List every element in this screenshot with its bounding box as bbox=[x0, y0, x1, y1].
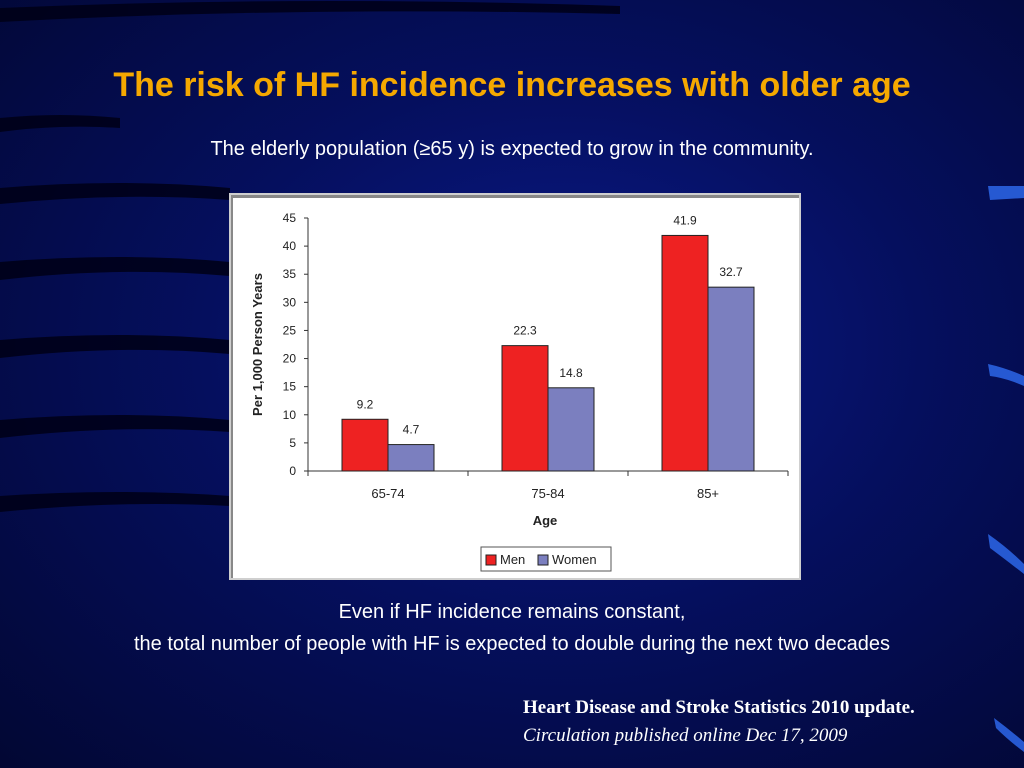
y-tick-label: 35 bbox=[283, 267, 297, 281]
data-label: 41.9 bbox=[673, 213, 697, 227]
x-axis-title: Age bbox=[533, 513, 558, 528]
y-tick-label: 25 bbox=[283, 323, 297, 337]
y-tick-label: 40 bbox=[283, 239, 297, 253]
legend-swatch-men bbox=[485, 554, 497, 566]
bar-women-85+ bbox=[707, 286, 755, 472]
data-label: 32.7 bbox=[719, 265, 743, 279]
note-line-1: Even if HF incidence remains constant, bbox=[338, 601, 686, 623]
bar-women-75-84 bbox=[547, 387, 595, 472]
y-tick-label: 15 bbox=[283, 380, 297, 394]
legend-label-men: Men bbox=[500, 552, 525, 567]
slide-title: The risk of HF incidence increases with … bbox=[113, 66, 911, 104]
x-tick-label: 75-84 bbox=[531, 486, 564, 501]
y-tick-label: 30 bbox=[283, 295, 297, 309]
reference-source: Circulation published online Dec 17, 200… bbox=[523, 725, 848, 746]
legend-label-women: Women bbox=[552, 552, 597, 567]
bar-men-85+ bbox=[661, 234, 709, 472]
x-tick-label: 85+ bbox=[697, 486, 719, 501]
y-tick-label: 5 bbox=[289, 436, 296, 450]
bar-chart: 0 5 10 15 20 25 30 35 40 45 65-74 9.2 4.7 75-84 22.3 14… bbox=[250, 211, 789, 572]
chart-panel: 0 5 10 15 20 25 30 35 40 45 65-74 9.2 4.7 75-84 22.3 14… bbox=[231, 195, 799, 578]
x-tick-label: 65-74 bbox=[371, 486, 404, 501]
slide-subtitle: The elderly population (≥65 y) is expect… bbox=[210, 138, 814, 160]
note-line-2: the total number of people with HF is ex… bbox=[133, 633, 891, 655]
y-tick-label: 45 bbox=[283, 211, 297, 225]
data-label: 4.7 bbox=[403, 423, 420, 437]
y-axis-title: Per 1,000 Person Years bbox=[250, 273, 265, 416]
bar-women-65-74 bbox=[387, 444, 435, 472]
y-tick-label: 0 bbox=[289, 464, 296, 478]
bar-men-65-74 bbox=[341, 418, 389, 472]
bar-men-75-84 bbox=[501, 345, 549, 472]
data-label: 22.3 bbox=[513, 324, 537, 338]
reference-title: Heart Disease and Stroke Statistics 2010… bbox=[523, 697, 915, 718]
data-label: 9.2 bbox=[357, 397, 374, 411]
y-tick-label: 10 bbox=[283, 408, 297, 422]
legend-swatch-women bbox=[537, 554, 549, 566]
y-tick-label: 20 bbox=[283, 352, 297, 366]
data-label: 14.8 bbox=[559, 366, 583, 380]
